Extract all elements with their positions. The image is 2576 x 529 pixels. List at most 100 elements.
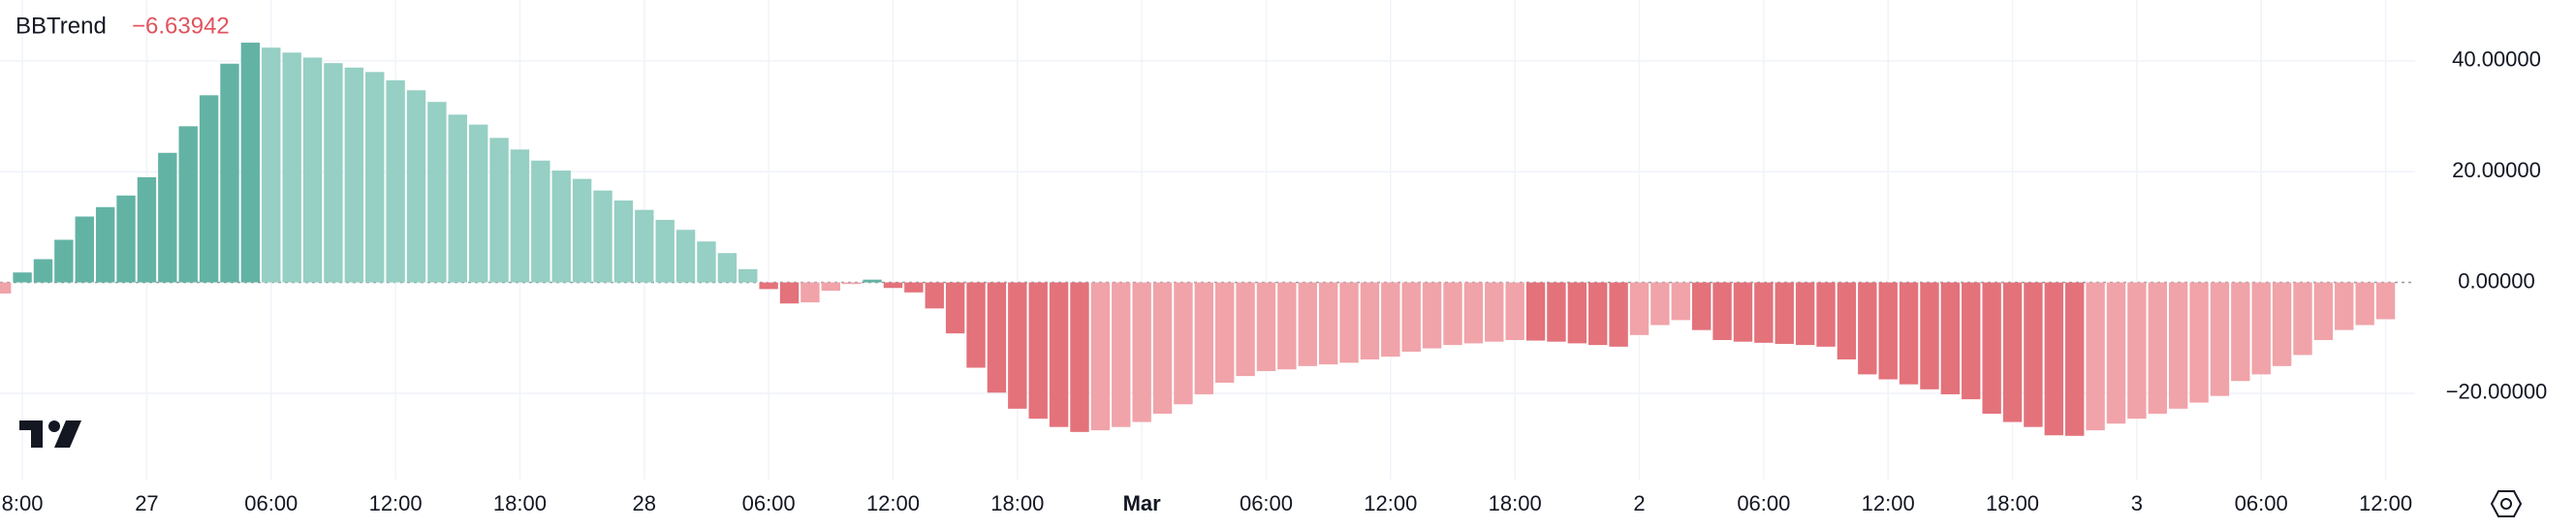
x-tick-label: 18:00 [1489, 491, 1542, 515]
bar [1049, 282, 1069, 427]
bar [904, 282, 924, 293]
bar [1360, 282, 1380, 359]
bar [2127, 282, 2147, 420]
x-tick-label: 3 [2131, 491, 2143, 515]
bar [33, 259, 53, 283]
bar [240, 43, 261, 283]
bar [2024, 282, 2043, 427]
bar [2065, 282, 2085, 436]
bar [1277, 282, 1297, 370]
bar [1485, 282, 1504, 342]
bar [2355, 282, 2374, 326]
bar [2106, 282, 2126, 424]
bar [863, 279, 882, 283]
x-tick-label: 18:00 [1986, 491, 2039, 515]
bar [593, 190, 613, 283]
x-tick-label: 8:00 [2, 491, 44, 515]
bar [2313, 282, 2334, 340]
bar [1112, 282, 1131, 427]
bar [1878, 282, 1898, 380]
bar [966, 282, 986, 368]
bar [427, 102, 447, 283]
bar [344, 67, 364, 283]
bar [365, 72, 385, 283]
bar [1152, 282, 1173, 414]
y-tick-label: 40.00000 [2452, 47, 2541, 72]
bar [1194, 282, 1214, 394]
bar [759, 282, 778, 290]
bar [1816, 282, 1836, 347]
bar [1008, 282, 1027, 409]
x-tick-label: 18:00 [493, 491, 547, 515]
x-tick-label: 2 [1633, 491, 1645, 515]
bar [945, 282, 965, 334]
bar [655, 219, 675, 283]
bar [1298, 282, 1317, 366]
bar [2272, 282, 2292, 366]
y-tick-label: 0.00000 [2458, 268, 2535, 293]
bar [2086, 282, 2105, 431]
bar [2210, 282, 2230, 396]
x-tick-label: 12:00 [1862, 491, 1915, 515]
x-tick-label: 12:00 [369, 491, 423, 515]
bar [282, 52, 301, 283]
bar [1256, 282, 1276, 371]
bar [262, 47, 281, 283]
bar [1962, 282, 1981, 400]
bar [551, 171, 571, 283]
y-tick-label: −20.00000 [2446, 380, 2548, 404]
bar [75, 216, 94, 283]
bars [0, 43, 2396, 436]
x-tick-label: 18:00 [990, 491, 1044, 515]
bar [1174, 282, 1193, 405]
bar [801, 282, 820, 303]
bar [2189, 282, 2209, 403]
x-tick-label: 06:00 [1737, 491, 1790, 515]
bar [13, 272, 32, 283]
bar [324, 63, 343, 283]
bar [1215, 282, 1235, 383]
x-tick-label: 12:00 [2359, 491, 2412, 515]
bar [1899, 282, 1919, 385]
bar [1837, 282, 1857, 359]
bar [675, 230, 696, 283]
bar [697, 241, 716, 283]
bar [1381, 282, 1400, 358]
bar [1920, 282, 1939, 389]
x-tick-label: 27 [135, 491, 158, 515]
bar [1028, 282, 1048, 420]
x-tick-label: 12:00 [866, 491, 920, 515]
bar [1070, 282, 1089, 432]
bar [1650, 282, 1670, 326]
x-tick-label: 28 [633, 491, 656, 515]
bar [1132, 282, 1151, 422]
bar [1858, 282, 1877, 375]
bar [841, 282, 862, 285]
bar [1236, 282, 1255, 377]
bar [1525, 282, 1546, 341]
bar [199, 95, 219, 283]
bar [2251, 282, 2271, 375]
bar [178, 126, 198, 283]
bar [1339, 282, 1359, 363]
bar [613, 200, 634, 283]
x-tick-label: Mar [1123, 491, 1162, 515]
bar [1609, 282, 1628, 347]
bar [1691, 282, 1712, 330]
bar [1463, 282, 1484, 344]
bar [1505, 282, 1524, 340]
x-tick-label: 06:00 [2235, 491, 2288, 515]
bar [95, 206, 115, 283]
settings-icon[interactable] [2490, 490, 2523, 517]
legend-value: −6.63942 [132, 13, 230, 39]
bar [2002, 282, 2023, 422]
x-tick-label: 06:00 [742, 491, 796, 515]
bar [1712, 282, 1732, 340]
bar [1567, 282, 1587, 344]
bar [302, 57, 323, 283]
bar [1982, 282, 2001, 414]
logo [19, 420, 81, 448]
bar [406, 90, 426, 283]
